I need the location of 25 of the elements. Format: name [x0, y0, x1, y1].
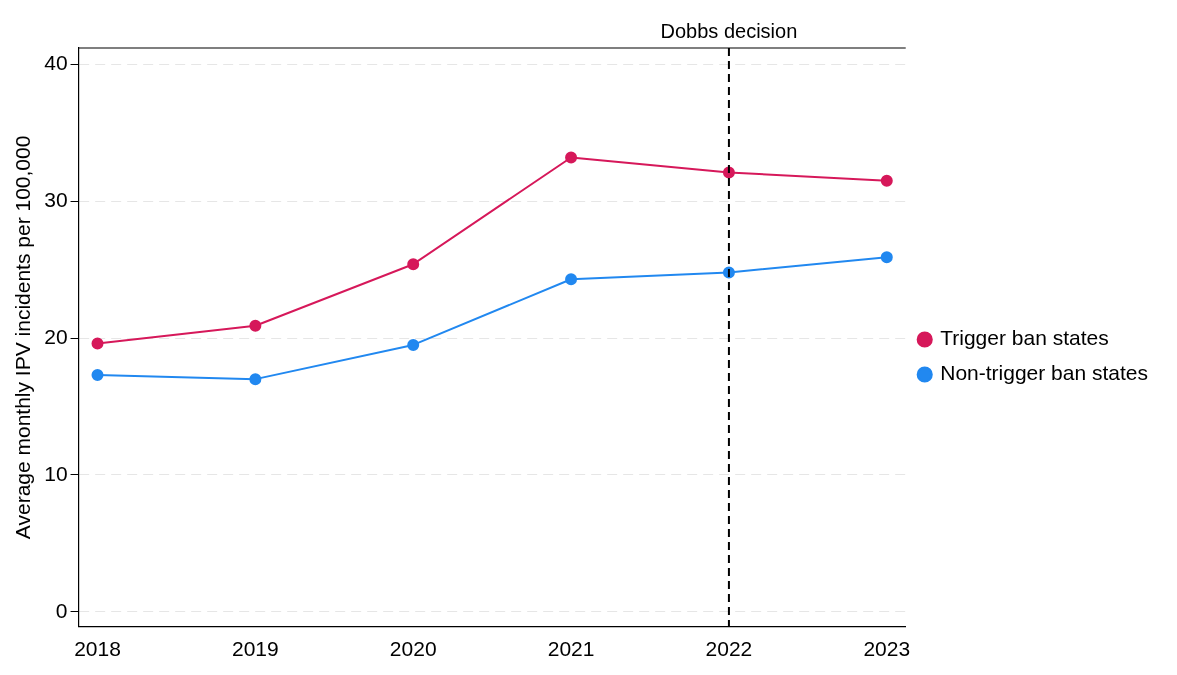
x-tick-label: 2018	[74, 637, 121, 661]
point	[407, 338, 420, 351]
point	[407, 258, 420, 271]
point	[565, 151, 578, 164]
point	[91, 369, 104, 382]
point	[565, 273, 578, 286]
x-tick-label: 2020	[389, 637, 437, 661]
ref-line-label: Dobbs decision	[660, 19, 798, 42]
y-tick-label: 20	[44, 324, 68, 348]
x-tick-label: 2021	[547, 637, 595, 661]
legend-label: Non-trigger ban states	[940, 361, 1149, 385]
point	[249, 319, 262, 332]
x-tick-label: 2023	[863, 637, 911, 661]
y-tick-label: 10	[44, 461, 68, 485]
y-tick-label: 0	[55, 598, 68, 622]
y-tick-label: 30	[44, 188, 68, 212]
point	[91, 337, 104, 350]
point	[880, 174, 893, 187]
y-axis-title: Average monthly IPV incidents per 100,000	[11, 135, 35, 540]
legend-label: Trigger ban states	[940, 326, 1109, 350]
y-tick-label: 40	[44, 51, 68, 75]
point	[249, 373, 262, 386]
point	[880, 251, 893, 264]
x-tick-label: 2022	[705, 637, 753, 661]
x-tick-label: 2019	[232, 637, 279, 661]
